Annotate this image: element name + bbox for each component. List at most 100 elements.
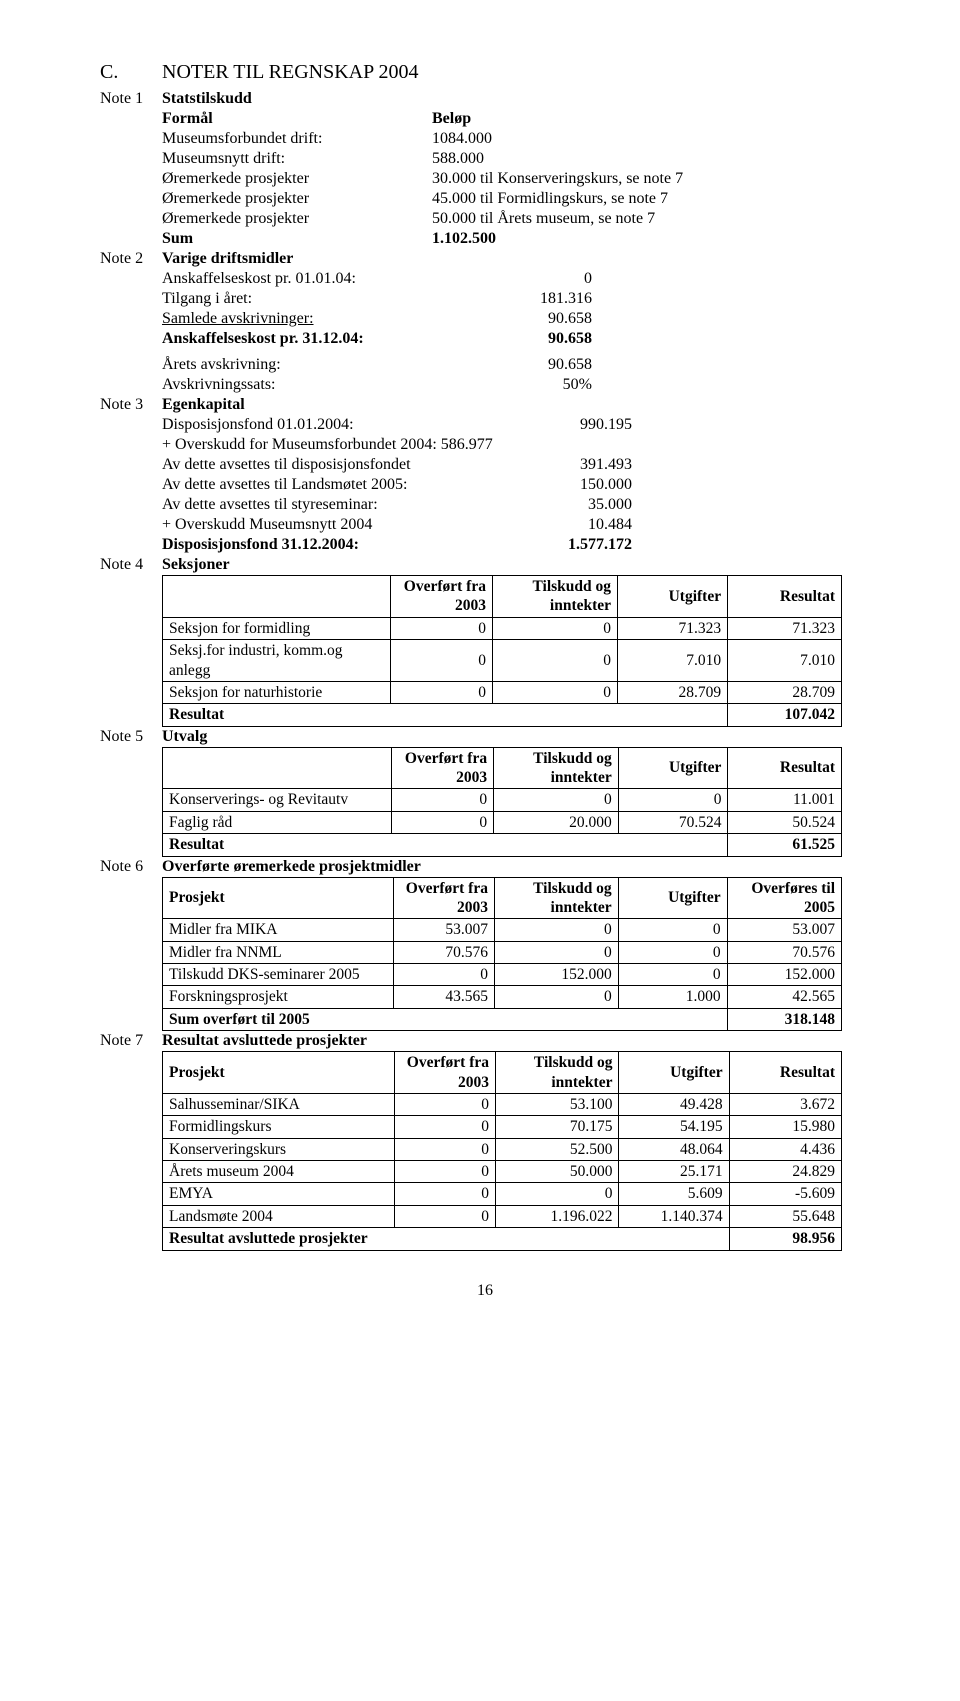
result-label: Sum overført til 2005	[163, 1008, 728, 1030]
note7-table: ProsjektOverført fra2003Tilskudd oginnte…	[162, 1051, 842, 1250]
table-cell: 54.195	[619, 1116, 729, 1138]
table-cell: 0	[494, 941, 618, 963]
table-cell: Midler fra NNML	[163, 941, 394, 963]
note1-h-label: Formål	[162, 109, 432, 129]
note3-row-label: Av dette avsettes til Landsmøtet 2005:	[162, 475, 532, 495]
page-number: 16	[100, 1281, 870, 1301]
table-cell: 0	[495, 1183, 619, 1205]
table-cell: 0	[394, 1138, 495, 1160]
table-cell: 0	[494, 789, 619, 811]
table-cell: 0	[492, 681, 617, 703]
table-header: Prosjekt	[163, 1052, 395, 1094]
table-header: Utgifter	[618, 877, 727, 919]
note3-row-val: 391.493	[532, 455, 632, 475]
table-cell: 55.648	[729, 1205, 841, 1227]
note2-bold-label: Anskaffelseskost pr. 31.12.04:	[162, 329, 432, 349]
table-cell: 71.323	[618, 617, 728, 639]
kv-label: Anskaffelseskost pr. 01.01.04:	[162, 269, 432, 289]
table-cell: Konserveringskurs	[163, 1138, 395, 1160]
table-cell: 152.000	[494, 964, 618, 986]
table-cell: Konserverings- og Revitautv	[163, 789, 392, 811]
table-cell: 70.175	[495, 1116, 619, 1138]
note3-row-val: 10.484	[532, 515, 632, 535]
note3-label: Note 3	[100, 395, 162, 415]
note1-row-val: 588.000	[432, 149, 484, 169]
table-cell: Landsmøte 2004	[163, 1205, 395, 1227]
note1-row-val: 45.000 til Formidlingskurs, se note 7	[432, 189, 668, 209]
table-cell: 28.709	[728, 681, 842, 703]
table-cell: 5.609	[619, 1183, 729, 1205]
kv-val: 90.658	[432, 355, 592, 375]
table-cell: 25.171	[619, 1161, 729, 1183]
note3-row-val: 150.000	[532, 475, 632, 495]
note2-underline-val: 90.658	[432, 309, 592, 329]
table-cell: 0	[390, 640, 492, 682]
table-cell: Seksjon for naturhistorie	[163, 681, 391, 703]
note2-title: Varige driftsmidler	[162, 249, 293, 269]
table-cell: 0	[390, 681, 492, 703]
note1-label: Note 1	[100, 89, 162, 109]
table-cell: 53.007	[393, 919, 494, 941]
page-title: NOTER TIL REGNSKAP 2004	[162, 60, 418, 85]
note2-label: Note 2	[100, 249, 162, 269]
table-cell: 3.672	[729, 1093, 841, 1115]
note3-row-label: + Overskudd for Museumsforbundet 2004: 5…	[162, 435, 532, 455]
table-cell: 4.436	[729, 1138, 841, 1160]
note1-row-label: Museumsnytt drift:	[162, 149, 432, 169]
note3-row-label: Disposisjonsfond 01.01.2004:	[162, 415, 532, 435]
table-cell: 71.323	[728, 617, 842, 639]
table-cell: Formidlingskurs	[163, 1116, 395, 1138]
table-cell: 152.000	[727, 964, 841, 986]
note1-row-val: 1084.000	[432, 129, 492, 149]
table-cell: EMYA	[163, 1183, 395, 1205]
kv-label: Tilgang i året:	[162, 289, 432, 309]
note4-table: Overført fra2003Tilskudd oginntekterUtgi…	[162, 575, 842, 727]
note2-bold-val: 90.658	[432, 329, 592, 349]
table-cell: 0	[618, 789, 728, 811]
table-cell: 0	[492, 617, 617, 639]
result-label: Resultat avsluttede prosjekter	[163, 1228, 730, 1250]
table-header: Tilskudd oginntekter	[494, 877, 618, 919]
table-header: Utgifter	[618, 747, 728, 789]
table-cell: 0	[492, 640, 617, 682]
table-cell: 52.500	[495, 1138, 619, 1160]
note7-title: Resultat avsluttede prosjekter	[162, 1031, 367, 1051]
note3-row-val: 35.000	[532, 495, 632, 515]
table-cell: 0	[394, 1205, 495, 1227]
table-cell: -5.609	[729, 1183, 841, 1205]
note1-row-val: 50.000 til Årets museum, se note 7	[432, 209, 655, 229]
table-header: Resultat	[728, 576, 842, 618]
table-cell: 53.100	[495, 1093, 619, 1115]
table-cell: 0	[394, 1161, 495, 1183]
table-header	[163, 576, 391, 618]
note5-title: Utvalg	[162, 727, 207, 747]
note4-title: Seksjoner	[162, 555, 230, 575]
table-header: Tilskudd oginntekter	[495, 1052, 619, 1094]
table-header: Overført fra2003	[394, 1052, 495, 1094]
table-header: Resultat	[728, 747, 842, 789]
table-cell: 0	[390, 617, 492, 639]
table-cell: Årets museum 2004	[163, 1161, 395, 1183]
table-cell: 43.565	[393, 986, 494, 1008]
result-label: Resultat	[163, 704, 728, 726]
table-cell: 20.000	[494, 811, 619, 833]
result-val: 107.042	[728, 704, 842, 726]
note1-h-val: Beløp	[432, 109, 471, 129]
note1-row-label: Museumsforbundet drift:	[162, 129, 432, 149]
note1-sum-label: Sum	[162, 229, 432, 249]
table-cell: 15.980	[729, 1116, 841, 1138]
table-header: Tilskudd oginntekter	[492, 576, 617, 618]
kv-val: 50%	[432, 375, 592, 395]
table-cell: 70.524	[618, 811, 728, 833]
table-cell: 0	[618, 941, 727, 963]
table-cell: 1.196.022	[495, 1205, 619, 1227]
table-cell: 7.010	[728, 640, 842, 682]
note1-sum-val: 1.102.500	[432, 229, 496, 249]
note6-title: Overførte øremerkede prosjektmidler	[162, 857, 421, 877]
table-cell: Salhusseminar/SIKA	[163, 1093, 395, 1115]
table-cell: 70.576	[727, 941, 841, 963]
page-header: C. NOTER TIL REGNSKAP 2004	[100, 60, 870, 89]
note3-bold-val: 1.577.172	[532, 535, 632, 555]
table-cell: Seksjon for formidling	[163, 617, 391, 639]
table-cell: 0	[618, 919, 727, 941]
